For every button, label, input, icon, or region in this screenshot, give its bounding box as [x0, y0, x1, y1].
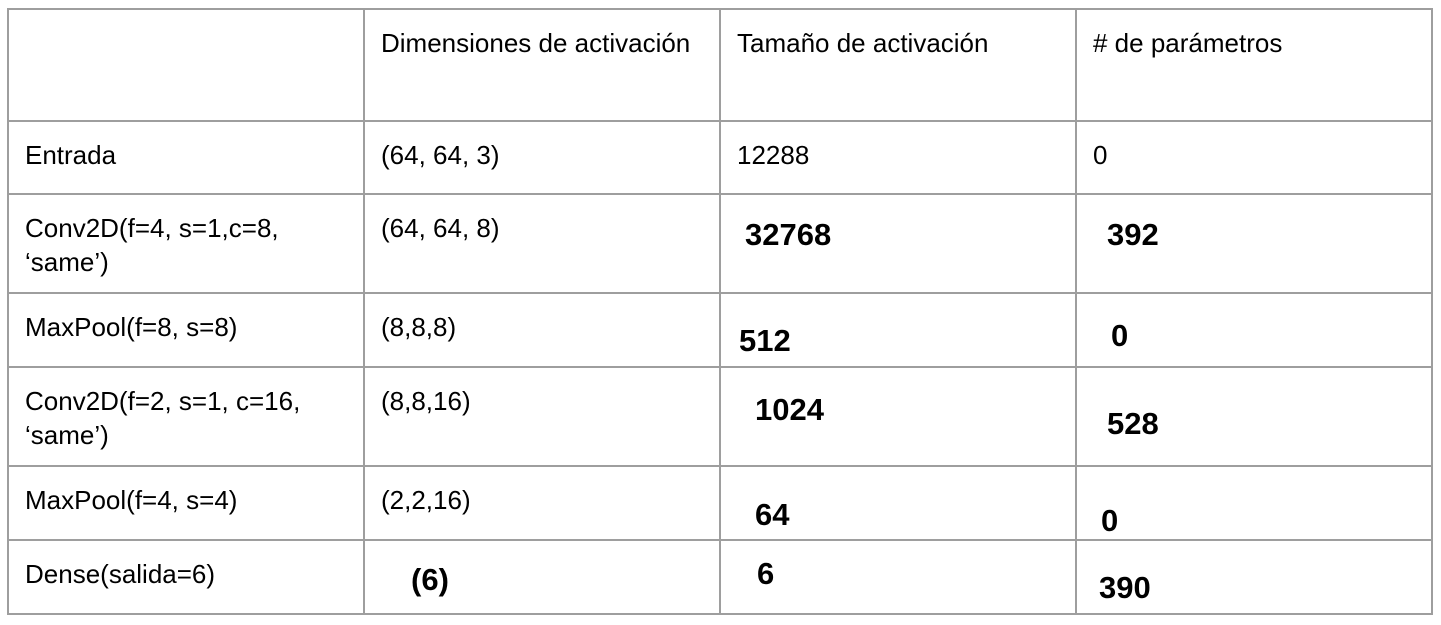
header-cell-params: # de parámetros [1075, 8, 1433, 122]
table-row: Dense(salida=6) (6) 6 390 [7, 539, 1433, 615]
param-count: 0 [1093, 140, 1108, 170]
layer-name: MaxPool(f=8, s=8) [25, 312, 238, 342]
dims-cell: (8,8,16) [363, 366, 721, 467]
table-row: MaxPool(f=4, s=4) (2,2,16) 64 0 [7, 465, 1433, 541]
layer-name: Conv2D(f=2, s=1, c=16, ‘same’) [25, 386, 301, 450]
size-cell: 12288 [719, 120, 1077, 195]
params-cell: 0 [1075, 465, 1433, 541]
table-row: Conv2D(f=4, s=1,c=8, ‘same’) (64, 64, 8)… [7, 193, 1433, 294]
dims-cell: (8,8,8) [363, 292, 721, 368]
param-count: 0 [1101, 503, 1119, 538]
layer-name: Entrada [25, 140, 117, 170]
table-row: Conv2D(f=2, s=1, c=16, ‘same’) (8,8,16) … [7, 366, 1433, 467]
header-size-label: Tamaño de activación [737, 28, 989, 58]
layer-name: Dense(salida=6) [25, 559, 216, 589]
table-row: MaxPool(f=8, s=8) (8,8,8) 512 0 [7, 292, 1433, 368]
params-cell: 0 [1075, 292, 1433, 368]
activation-size: 6 [757, 556, 775, 591]
params-cell: 528 [1075, 366, 1433, 467]
activation-size: 512 [739, 323, 791, 358]
activation-dims: (64, 64, 3) [381, 140, 500, 170]
header-cell-layer [7, 8, 365, 122]
activation-size: 64 [755, 497, 790, 532]
header-row: Dimensiones de activación Tamaño de acti… [7, 8, 1433, 122]
activation-size: 1024 [755, 392, 824, 427]
activation-dims: (64, 64, 8) [381, 213, 500, 243]
layer-name: MaxPool(f=4, s=4) [25, 485, 238, 515]
size-cell: 6 [719, 539, 1077, 615]
activation-size: 12288 [737, 140, 810, 170]
activation-dims: (8,8,8) [381, 312, 457, 342]
param-count: 392 [1107, 217, 1159, 252]
header-cell-dims: Dimensiones de activación [363, 8, 721, 122]
activation-dims: (6) [411, 562, 449, 597]
header-cell-size: Tamaño de activación [719, 8, 1077, 122]
dims-cell: (2,2,16) [363, 465, 721, 541]
size-cell: 512 [719, 292, 1077, 368]
dims-cell: (6) [363, 539, 721, 615]
size-cell: 32768 [719, 193, 1077, 294]
layer-cell: MaxPool(f=4, s=4) [7, 465, 365, 541]
param-count: 0 [1111, 318, 1129, 353]
param-count: 390 [1099, 570, 1151, 605]
params-cell: 392 [1075, 193, 1433, 294]
layer-cell: Conv2D(f=2, s=1, c=16, ‘same’) [7, 366, 365, 467]
activation-dims: (8,8,16) [381, 386, 471, 416]
layer-cell: Entrada [7, 120, 365, 195]
layer-cell: Dense(salida=6) [7, 539, 365, 615]
layer-cell: Conv2D(f=4, s=1,c=8, ‘same’) [7, 193, 365, 294]
params-cell: 390 [1075, 539, 1433, 615]
layer-name: Conv2D(f=4, s=1,c=8, ‘same’) [25, 213, 279, 277]
activation-size: 32768 [745, 217, 832, 252]
table-row: Entrada (64, 64, 3) 12288 0 [7, 120, 1433, 195]
size-cell: 1024 [719, 366, 1077, 467]
layer-cell: MaxPool(f=8, s=8) [7, 292, 365, 368]
dims-cell: (64, 64, 3) [363, 120, 721, 195]
dims-cell: (64, 64, 8) [363, 193, 721, 294]
params-cell: 0 [1075, 120, 1433, 195]
size-cell: 64 [719, 465, 1077, 541]
param-count: 528 [1107, 406, 1159, 441]
activation-dims: (2,2,16) [381, 485, 471, 515]
header-dims-label: Dimensiones de activación [381, 28, 691, 58]
header-params-label: # de parámetros [1093, 28, 1283, 58]
activation-table: Dimensiones de activación Tamaño de acti… [7, 8, 1433, 615]
